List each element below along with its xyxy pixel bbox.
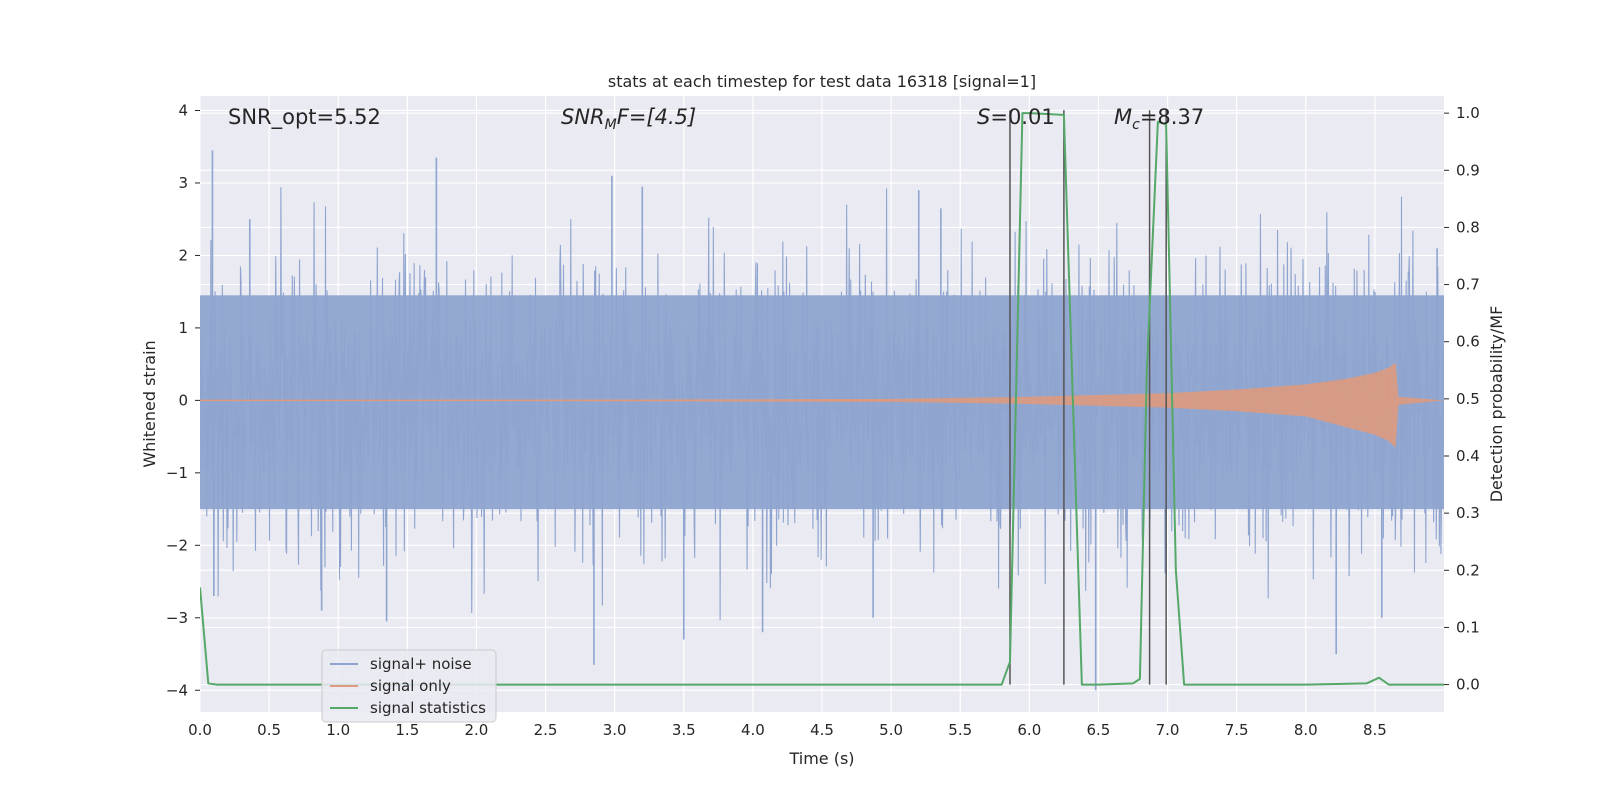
y-axis-ticks: 4 3 2 1 0 −1 −2 −3 −4	[166, 101, 200, 699]
x-tick-label: 7.5	[1225, 721, 1249, 739]
y-axis-label: Whitened strain	[140, 340, 159, 467]
x-tick-label: 2.0	[465, 721, 489, 739]
y2-tick-label: 0.0	[1456, 676, 1480, 694]
legend: signal+ noise signal only signal statist…	[321, 649, 497, 723]
y2-tick-label: 0.7	[1456, 276, 1480, 294]
y2-tick-label: 0.1	[1456, 618, 1480, 636]
x-tick-label: 8.0	[1294, 721, 1318, 739]
y2-tick-label: 0.6	[1456, 333, 1480, 351]
annotation-mc: Mc=8.37	[1114, 105, 1204, 133]
y-tick-label: −1	[166, 464, 188, 482]
y2-tick-label: 0.2	[1456, 561, 1480, 579]
legend-label-signal-noise: signal+ noise	[370, 655, 472, 673]
y-tick-label: 2	[178, 246, 188, 264]
legend-box	[321, 649, 497, 723]
x-axis-ticks: 0.0 0.5 1.0 1.5 2.0 2.5 3.0 3.5 4.0 4.5 5.0 5.5 6.0 6…	[188, 721, 1387, 739]
y2-tick-label: 0.4	[1456, 447, 1480, 465]
y2-tick-label: 0.5	[1456, 390, 1480, 408]
annotation-snr-mf: SNRMF=[4.5]	[561, 105, 696, 133]
x-tick-label: 7.0	[1156, 721, 1180, 739]
x-axis-label: Time (s)	[788, 749, 854, 768]
x-tick-label: 0.0	[188, 721, 212, 739]
annotation-s: S=0.01	[977, 105, 1055, 129]
y-tick-label: 4	[178, 101, 188, 119]
legend-label-signal-only: signal only	[370, 677, 451, 695]
y-tick-label: 1	[178, 319, 188, 337]
y2-axis-label: Detection probability/MF	[1487, 306, 1506, 503]
x-tick-label: 3.5	[672, 721, 696, 739]
vertical-marker-lines	[1009, 110, 1167, 685]
annotation-snr-opt: SNR_opt=5.52	[228, 105, 381, 130]
y-tick-label: −4	[166, 681, 188, 699]
x-tick-label: 8.5	[1363, 721, 1387, 739]
x-tick-label: 4.0	[741, 721, 765, 739]
y2-tick-label: 1.0	[1456, 104, 1480, 122]
series-signal-only	[200, 362, 1444, 448]
x-tick-label: 1.5	[395, 721, 419, 739]
x-tick-label: 3.0	[603, 721, 627, 739]
y2-tick-label: 0.9	[1456, 161, 1480, 179]
annotations: SNR_opt=5.52 SNRMF=[4.5] S=0.01 Mc=8.37	[228, 105, 1204, 133]
y-tick-label: −2	[166, 536, 188, 554]
y2-tick-label: 0.8	[1456, 218, 1480, 236]
y-tick-label: 0	[178, 391, 188, 409]
x-tick-label: 1.0	[326, 721, 350, 739]
x-tick-label: 5.5	[948, 721, 972, 739]
noise-trace	[200, 187, 1444, 621]
legend-label-signal-statistics: signal statistics	[370, 699, 486, 717]
y-tick-label: −3	[166, 609, 188, 627]
y2-tick-label: 0.3	[1456, 504, 1480, 522]
x-tick-label: 6.0	[1017, 721, 1041, 739]
x-tick-label: 6.5	[1087, 721, 1111, 739]
chart-title: stats at each timestep for test data 163…	[608, 72, 1036, 91]
y-tick-label: 3	[178, 174, 188, 192]
x-tick-label: 2.5	[534, 721, 558, 739]
x-tick-label: 0.5	[257, 721, 281, 739]
x-tick-label: 5.0	[879, 721, 903, 739]
x-tick-label: 4.5	[810, 721, 834, 739]
signal-envelope	[200, 362, 1444, 448]
y2-axis-ticks: 1.0 0.9 0.8 0.7 0.6 0.5 0.4 0.3 0.2 0.1 0.0	[1444, 104, 1480, 694]
